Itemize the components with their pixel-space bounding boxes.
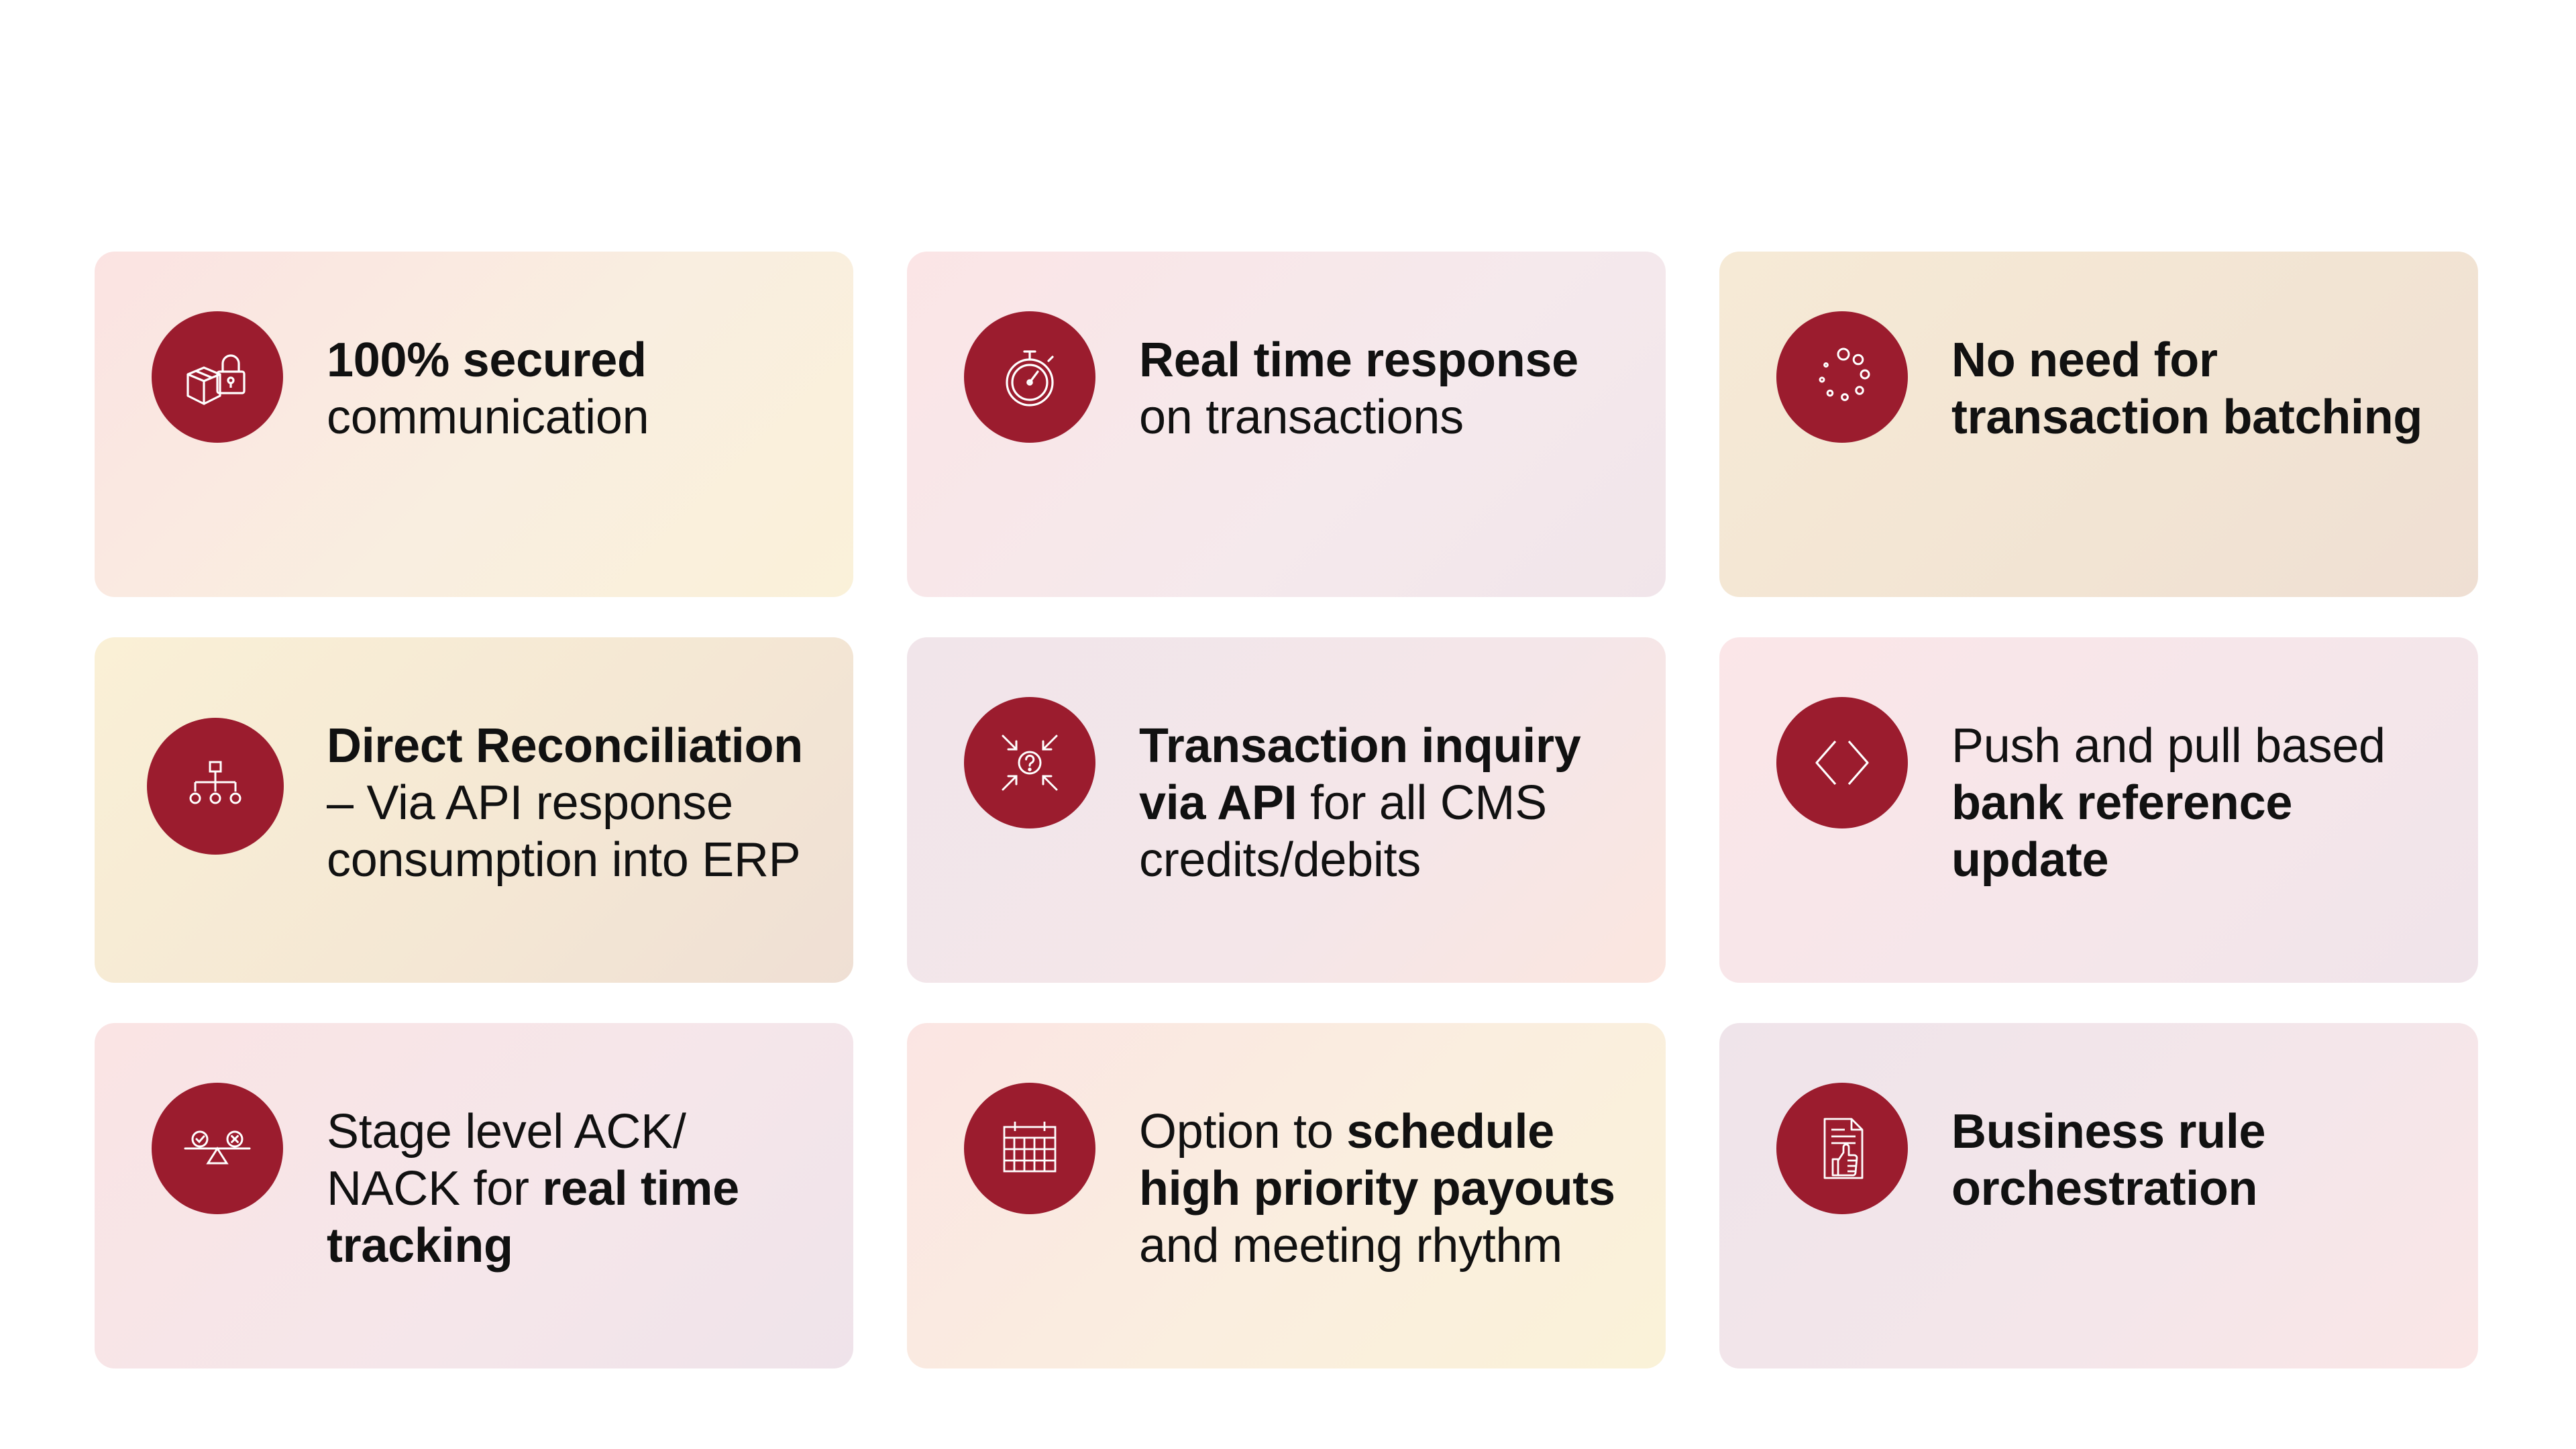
feature-text: Option to schedule high priority payouts… bbox=[1139, 1105, 1615, 1273]
document-thumbs-up-icon bbox=[1776, 1083, 1908, 1214]
feature-card-stage-level-ack: Stage level ACK/ NACK for real time trac… bbox=[95, 1023, 853, 1368]
question-arrows-icon bbox=[964, 697, 1095, 828]
feature-card-no-batching: No need for transaction batching bbox=[1719, 252, 2478, 597]
feature-text: Transaction inquiry via API for all CMS … bbox=[1139, 719, 1581, 887]
feature-text: 100% secured communication bbox=[327, 333, 649, 444]
feature-card-transaction-inquiry: Transaction inquiry via API for all CMS … bbox=[907, 637, 1666, 983]
loading-dots-icon bbox=[1776, 311, 1908, 443]
feature-text: Push and pull based bank reference updat… bbox=[1951, 719, 2385, 887]
feature-text: Business rule orchestration bbox=[1951, 1105, 2266, 1216]
feature-card-business-rule-orchestration: Business rule orchestration bbox=[1719, 1023, 2478, 1368]
lock-box-icon bbox=[152, 311, 283, 443]
feature-card-real-time-response: Real time response on transactions bbox=[907, 252, 1666, 597]
code-brackets-icon bbox=[1776, 697, 1908, 828]
feature-card-secured-communication: 100% secured communication bbox=[95, 252, 853, 597]
feature-grid: 100% secured communication Real time res… bbox=[95, 252, 2478, 1368]
balance-scale-icon bbox=[152, 1083, 283, 1214]
calendar-icon bbox=[964, 1083, 1095, 1214]
hierarchy-icon bbox=[147, 718, 284, 855]
feature-text: Stage level ACK/ NACK for real time trac… bbox=[327, 1105, 739, 1273]
feature-text: Real time response on transactions bbox=[1139, 333, 1578, 444]
stopwatch-icon bbox=[964, 311, 1095, 443]
feature-card-direct-reconciliation: Direct Reconciliation – Via API response… bbox=[95, 637, 853, 983]
feature-card-schedule-payouts: Option to schedule high priority payouts… bbox=[907, 1023, 1666, 1368]
feature-text: Direct Reconciliation – Via API response… bbox=[327, 719, 803, 887]
feature-card-bank-reference-update: Push and pull based bank reference updat… bbox=[1719, 637, 2478, 983]
feature-text: No need for transaction batching bbox=[1951, 333, 2423, 444]
